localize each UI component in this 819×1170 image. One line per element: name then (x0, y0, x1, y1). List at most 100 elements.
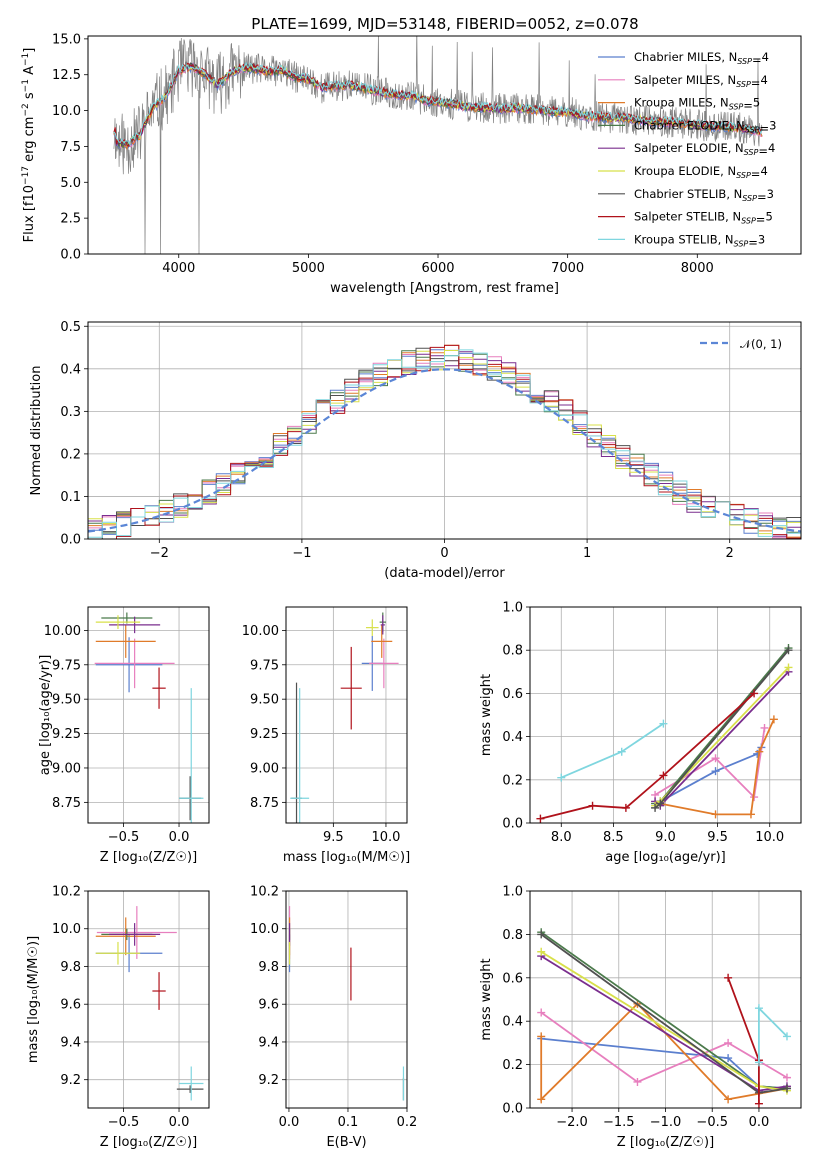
legend-model-name: Kroupa STELIB (634, 232, 718, 246)
x-tick-label: −0.5 (108, 830, 140, 845)
y-label-part: Flux [f (22, 201, 37, 242)
axes-frame (285, 606, 408, 824)
y-label-part: s (22, 92, 37, 103)
legend-nssp-value: 3 (758, 232, 765, 246)
axes-frame (87, 606, 210, 824)
y-axis-label: mass [log₁₀(M/M☉)] (26, 936, 41, 1063)
y-tick-label: 0.0 (502, 817, 523, 832)
residual-histogram-8 (88, 349, 801, 538)
x-tick-label: 4000 (162, 261, 195, 276)
legend-model-name: Kroupa MILES (634, 96, 713, 110)
y-label-part: −1 (21, 79, 31, 92)
mass-weight-point-7 (659, 771, 668, 780)
x-tick-label: 2 (726, 546, 734, 561)
y-tick-label: 9.75 (250, 658, 279, 673)
y-tick-label: 0.2 (60, 447, 81, 462)
y-tick-label: 0.3 (60, 405, 81, 420)
y-tick-label: 12.5 (52, 68, 81, 83)
x-tick-label: 1 (583, 546, 591, 561)
model-spectrum-line-6 (113, 62, 763, 148)
y-axis-label: age [log₁₀(age/yr)] (38, 655, 53, 776)
x-tick-label: 8.0 (551, 830, 572, 845)
x-tick-label: 9.5 (323, 830, 344, 845)
mass-weight-point-2 (711, 810, 720, 819)
legend-nssp-subscript: SSP (742, 194, 757, 203)
y-tick-label: 10.0 (52, 104, 81, 119)
x-tick-label: 10.0 (371, 830, 400, 845)
panel-mass_weight_vs_age: 8.0 8.5 9.0 9.5 10.0 0.0 0.2 0.4 0.6 0.8 1.0 age [l… (479, 601, 802, 865)
legend-nssp-label: , N (720, 73, 736, 87)
mass-weight-point-7 (724, 973, 733, 982)
mass-weight-point-2 (755, 747, 764, 756)
y-tick-label: 15.0 (52, 32, 81, 47)
legend-nssp-subscript: SSP (741, 217, 756, 226)
y-tick-label: 10.2 (250, 885, 279, 900)
y-tick-label: 0.6 (502, 971, 523, 986)
mass-weight-point-6 (537, 930, 546, 939)
x-axis-label: E(B-V) (326, 1135, 366, 1150)
x-tick-label: 0.0 (749, 1115, 770, 1130)
legend-nssp-value: 4 (762, 50, 769, 64)
x-axis-label: age [log₁₀(age/yr)] (605, 850, 726, 865)
legend-equals: = (751, 167, 761, 181)
y-tick-label: 0.2 (502, 1058, 523, 1073)
mass-weight-line-8 (560, 722, 664, 779)
y-tick-label: 8.75 (52, 796, 81, 811)
x-axis-label: Z [log₁₀(Z/Z☉)] (617, 1135, 714, 1150)
y-tick-label: 9.75 (52, 658, 81, 673)
y-tick-label: 1.0 (502, 885, 523, 900)
plot-area-age_vs_Z (94, 612, 204, 823)
y-tick-label: 0.4 (60, 362, 81, 377)
y-tick-label: 0.0 (60, 248, 81, 263)
x-tick-label: 8.5 (603, 830, 624, 845)
y-axis-label: Flux [f10−17 erg cm−2 s−1 A−1] (21, 48, 37, 243)
plot-area-mass_vs_ebv (288, 906, 405, 1101)
legend-nssp-value: 5 (753, 96, 760, 110)
mass-weight-point-6 (656, 799, 665, 808)
y-tick-label: 9.25 (250, 727, 279, 742)
legend-nssp-subscript: SSP (729, 103, 744, 112)
legend-nssp-value: 3 (769, 118, 776, 132)
x-tick-label: −1.5 (603, 1115, 635, 1130)
y-tick-label: 9.6 (60, 998, 81, 1013)
legend-model-name: Salpeter MILES (634, 73, 720, 87)
legend-nssp-value: 4 (760, 73, 767, 87)
legend-nssp-label: , N (720, 164, 736, 178)
mass-weight-point-1 (633, 1077, 642, 1086)
plot-area-mass_weight_vs_age (536, 644, 793, 823)
legend-nssp-value: 5 (765, 210, 772, 224)
mass-weight-point-0 (711, 767, 720, 776)
panels: 4000 5000 6000 7000 80000.02.55.07.510.012.5… (21, 32, 802, 1150)
y-tick-label: 2.5 (60, 212, 81, 227)
plot-area-age_vs_mass (290, 612, 399, 823)
panel-mass_vs_Z: −0.5 0.0 9.2 9.4 9.6 9.8 10.0 10.2 Z [log₁₀(Z/Z☉… (26, 885, 210, 1150)
legend-model-name: Kroupa ELODIE (634, 164, 720, 178)
legend-entry-0: Chabrier MILES, NSSP=4 (634, 50, 769, 67)
y-label-part: −1 (21, 53, 31, 66)
x-tick-label: −0.5 (108, 1115, 140, 1130)
panel-mass_weight_vs_Z: −2.0 −1.5 −1.0 −0.5 0.0 0.0 0.2 0.4 0.6 0.8 1.0 Z [… (479, 885, 802, 1150)
y-label-part: erg cm (22, 117, 37, 166)
legend-equals: = (748, 235, 758, 249)
x-tick-label: 0 (440, 546, 448, 561)
y-tick-label: 0.0 (502, 1102, 523, 1117)
x-axis-label: wavelength [Angstrom, rest frame] (330, 281, 559, 296)
panel-residuals: −2 −1 0 1 2 0.0 0.1 0.2 0.3 0.4 0.5 (data-model)/er… (29, 320, 802, 581)
axes-frame (285, 890, 408, 1109)
mass-weight-point-2 (537, 1032, 546, 1041)
x-tick-label: 9.5 (707, 830, 728, 845)
y-tick-label: 0.4 (502, 730, 523, 745)
x-axis-label: Z [log₁₀(Z/Z☉)] (100, 850, 197, 865)
mass-weight-point-2 (724, 1095, 733, 1104)
legend-entry-normal: 𝒩(0, 1) (740, 337, 782, 351)
mass-weight-line-0 (659, 746, 763, 803)
y-tick-label: 10.2 (52, 885, 81, 900)
y-tick-label: 10.00 (242, 624, 279, 639)
mass-weight-point-7 (621, 803, 630, 812)
legend-nssp-label: , N (713, 96, 729, 110)
legend-entry-1: Salpeter MILES, NSSP=4 (634, 73, 768, 90)
mass-weight-point-2 (769, 715, 778, 724)
figure-title: PLATE=1699, MJD=53148, FIBERID=0052, z=0… (251, 15, 638, 33)
y-tick-label: 9.50 (52, 693, 81, 708)
